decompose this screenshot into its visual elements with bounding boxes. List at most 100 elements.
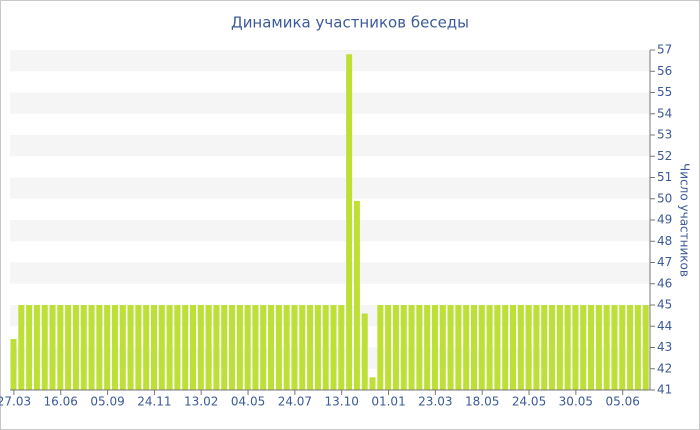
bar (588, 305, 595, 390)
bar (494, 305, 501, 390)
bar (80, 305, 87, 390)
x-tick-label: 23.03 (418, 395, 452, 409)
y-tick-label: 44 (657, 319, 672, 333)
x-tick-label: 13.02 (184, 395, 218, 409)
bar (244, 305, 251, 390)
bar (447, 305, 454, 390)
bar (486, 305, 493, 390)
bar (190, 305, 197, 390)
x-tick-label: 24.05 (512, 395, 546, 409)
bar (221, 305, 228, 390)
bar (127, 305, 134, 390)
x-tick-label: 04.05 (231, 395, 265, 409)
bar (338, 305, 345, 390)
bar (236, 305, 243, 390)
bar (400, 305, 407, 390)
bar (525, 305, 532, 390)
bar (10, 339, 17, 390)
grid-band (10, 177, 650, 199)
bar (416, 305, 423, 390)
grid-band (10, 220, 650, 242)
bar (111, 305, 118, 390)
x-tick-label: 16.06 (44, 395, 78, 409)
bar (150, 305, 157, 390)
bar (330, 305, 337, 390)
y-tick-label: 53 (657, 128, 672, 142)
bar (580, 305, 587, 390)
bar (470, 305, 477, 390)
bar (431, 305, 438, 390)
x-tick-label: 30.05 (559, 395, 593, 409)
bar (88, 305, 95, 390)
bar (377, 305, 384, 390)
bar (611, 305, 618, 390)
bar (291, 305, 298, 390)
grid-band (10, 92, 650, 114)
y-tick-label: 49 (657, 213, 672, 227)
x-tick-label: 05.06 (606, 395, 640, 409)
bar (275, 305, 282, 390)
bar (517, 305, 524, 390)
bar (166, 305, 173, 390)
bar (143, 305, 150, 390)
bar (634, 305, 641, 390)
y-axis-label: Число участников (678, 163, 692, 277)
bar (642, 305, 649, 390)
bar (322, 305, 329, 390)
y-tick-label: 52 (657, 149, 672, 163)
bar (174, 305, 181, 390)
y-tick-label: 45 (657, 298, 672, 312)
bar (533, 305, 540, 390)
bar (205, 305, 212, 390)
bar (41, 305, 48, 390)
bar (346, 54, 353, 390)
bar (283, 305, 290, 390)
bar (478, 305, 485, 390)
grid-band (10, 262, 650, 284)
bar (213, 305, 220, 390)
chart-title: Динамика участников беседы (231, 14, 469, 32)
bar (299, 305, 306, 390)
bar (33, 305, 40, 390)
grid-band (10, 50, 650, 72)
bar (314, 305, 321, 390)
bar (595, 305, 602, 390)
bar (502, 305, 509, 390)
bar (385, 305, 392, 390)
y-tick-label: 56 (657, 64, 672, 78)
y-tick-label: 43 (657, 340, 672, 354)
y-tick-label: 48 (657, 234, 672, 248)
bar (439, 305, 446, 390)
bar (158, 305, 165, 390)
bar (268, 305, 275, 390)
x-tick-label: 18.05 (465, 395, 499, 409)
bar (369, 377, 376, 390)
bar (572, 305, 579, 390)
y-tick-label: 46 (657, 276, 672, 290)
x-tick-label: 05.09 (90, 395, 124, 409)
bar (603, 305, 610, 390)
y-tick-label: 41 (657, 383, 672, 397)
bar (57, 305, 64, 390)
bar (353, 200, 360, 390)
y-tick-label: 57 (657, 43, 672, 57)
bar (627, 305, 634, 390)
bar (463, 305, 470, 390)
y-tick-label: 50 (657, 191, 672, 205)
bar (26, 305, 33, 390)
bar (455, 305, 462, 390)
y-tick-label: 47 (657, 255, 672, 269)
bar (135, 305, 142, 390)
y-tick-label: 51 (657, 170, 672, 184)
bar (549, 305, 556, 390)
bar (72, 305, 79, 390)
x-tick-label: 24.07 (278, 395, 312, 409)
y-tick-label: 54 (657, 106, 672, 120)
grid-band (10, 135, 650, 157)
bar (96, 305, 103, 390)
bar (619, 305, 626, 390)
bar (18, 305, 25, 390)
x-tick-label: 24.11 (137, 395, 171, 409)
bar (119, 305, 126, 390)
